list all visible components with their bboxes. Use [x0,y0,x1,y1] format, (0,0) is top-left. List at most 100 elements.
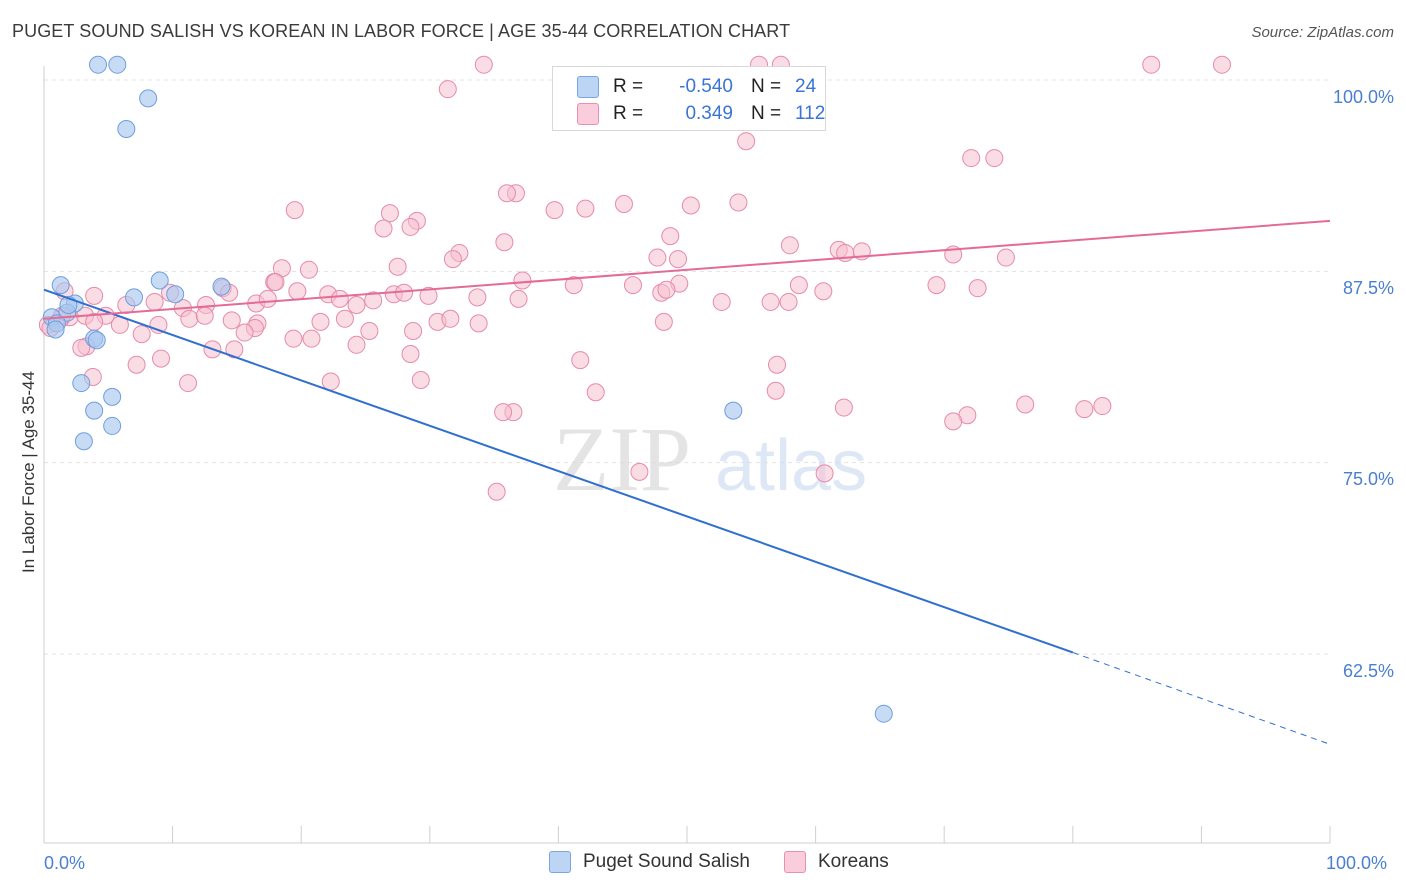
korean-point [834,398,853,417]
korean-point [321,372,340,391]
korean-point [347,296,366,315]
salish-trend-extension [1072,651,1331,745]
korean-point [571,351,590,370]
salish-point [166,285,185,304]
salish-point [150,271,169,290]
korean-point [401,217,420,236]
korean-point [258,289,277,308]
salish-point [85,401,104,420]
legend-n-label: N = [751,76,782,97]
korean-point [441,309,460,328]
korean-point [145,292,164,311]
y-axis-label: In Labor Force | Age 35-44 [19,371,38,573]
korean-point [761,292,780,311]
y-tick-label: 62.5% [1342,661,1394,681]
salish-trend-line [43,288,1074,654]
salish-point [724,401,743,420]
korean-point [944,412,963,431]
korean-point [235,323,254,342]
legend-r-value: 0.349 [685,103,733,124]
korean-point [768,355,787,374]
korean-point [302,329,321,348]
legend-r-value: -0.540 [679,76,733,97]
stats-legend: R = -0.540 N = 24 R = 0.349 N = 112 [552,66,826,131]
salish-point [103,387,122,406]
korean-point [469,314,488,333]
y-tick-label: 75.0% [1342,469,1394,489]
korean-point [438,80,457,99]
korean-point [996,248,1015,267]
korean-point [779,292,798,311]
salish-point [51,276,70,295]
korean-point [152,349,171,368]
grid-lines [44,79,1330,655]
korean-point [712,292,731,311]
puget-sound-salish-points [42,55,893,723]
salish-point [74,432,93,451]
korean-point [780,236,799,255]
korean-point [614,194,633,213]
salish-point [117,119,136,138]
korean-point [299,260,318,279]
korean-point [681,196,700,215]
korean-point [789,276,808,295]
legend-n-value: 24 [795,76,817,97]
korean-point [494,403,513,422]
korean-point [1016,395,1035,414]
korean-point [586,383,605,402]
korean-point [985,149,1004,168]
x-tick-label-max: 100.0% [1326,853,1388,873]
korean-point [623,276,642,295]
korean-point [360,322,379,341]
salish-point [874,704,893,723]
korean-point [85,286,104,305]
korean-point [630,462,649,481]
salish-point [89,55,108,74]
korean-point [545,201,564,220]
korean-point [962,149,981,168]
korean-point [347,335,366,354]
watermark-zip: ZIP [553,408,691,510]
legend-swatch-blue [577,76,599,98]
korean-point [668,250,687,269]
trend-lines [43,219,1331,745]
salish-point [212,277,231,296]
korean-point [419,286,438,305]
source-label: Source: ZipAtlas.com [1251,24,1394,41]
y-tick-label: 87.5% [1342,278,1394,298]
legend-row-salish: R = -0.540 N = 24 [577,75,816,99]
korean-point [364,291,383,310]
korean-point [380,204,399,223]
legend-item-koreans: Koreans [784,851,889,873]
korean-point [335,309,354,328]
korean-point [180,309,199,328]
legend-r-label: R = [613,103,644,124]
legend-item-salish: Puget Sound Salish [549,851,750,873]
salish-point [103,416,122,435]
korean-point [468,288,487,307]
korean-point [654,312,673,331]
korean-point [284,329,303,348]
korean-point [497,184,516,203]
salish-point [139,89,158,108]
salish-point [87,331,106,350]
salish-point [108,55,127,74]
korean-point [815,464,834,483]
korean-point [401,344,420,363]
korean-point [495,233,514,252]
korean-point [127,355,146,374]
salish-point [46,320,65,339]
korean-point [266,273,285,292]
legend-n-label: N = [751,103,782,124]
korean-point [411,371,430,390]
korean-point [225,340,244,359]
korean-point [509,289,528,308]
korean-point [1093,397,1112,416]
korean-point [404,322,423,341]
korean-point [195,306,214,325]
axes [43,66,1331,844]
x-tick-label-min: 0.0% [44,853,86,873]
korean-point [648,248,667,267]
korean-point [513,271,532,290]
